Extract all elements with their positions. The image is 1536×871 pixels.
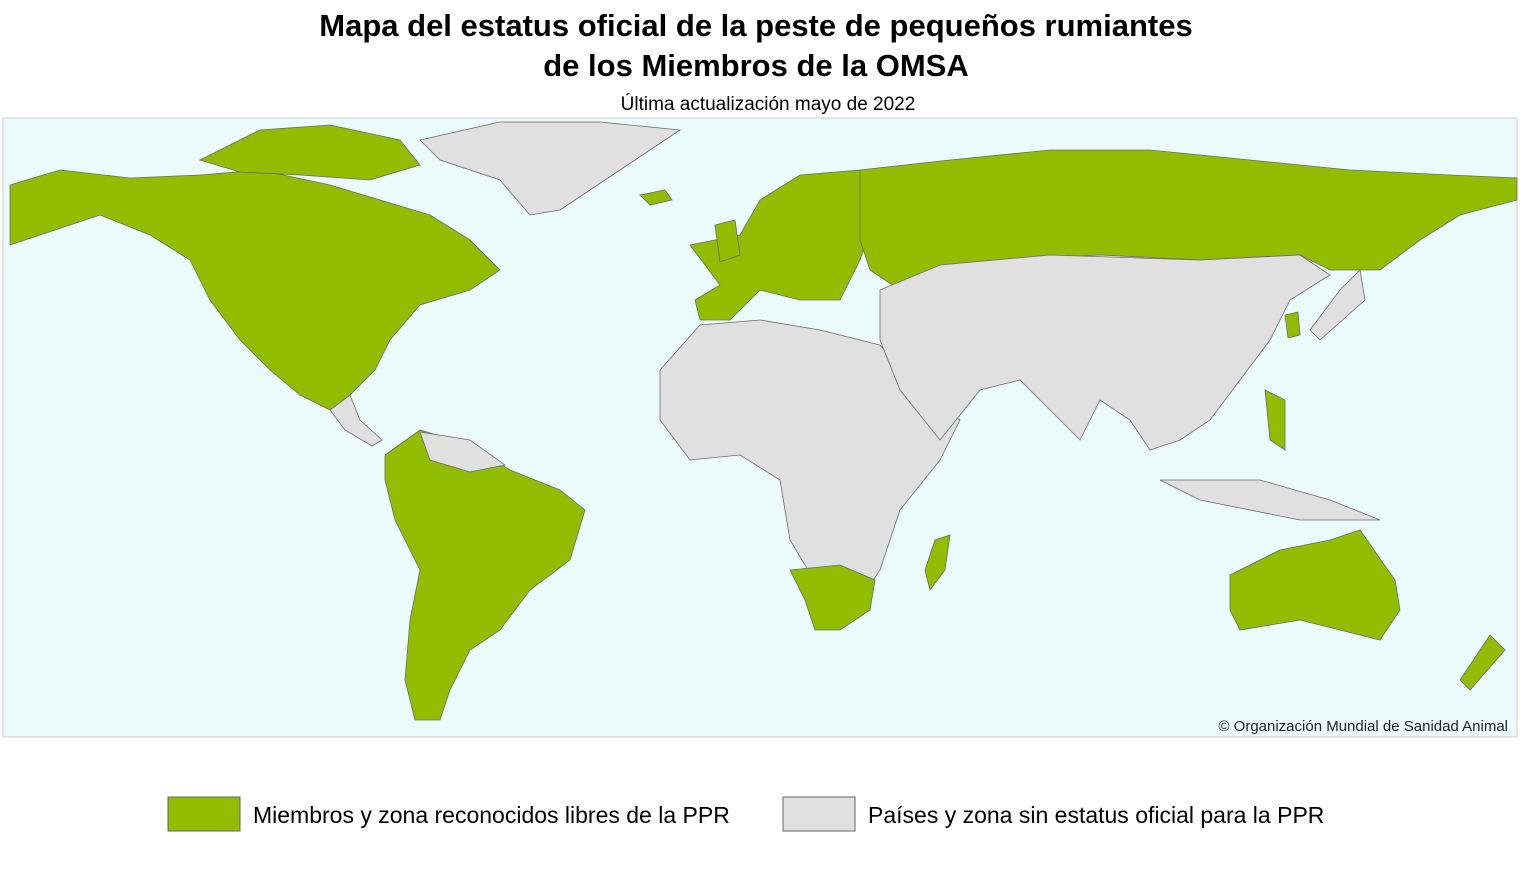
map: © Organización Mundial de Sanidad Animal xyxy=(2,117,1518,738)
asia xyxy=(879,254,1331,451)
legend-swatch xyxy=(167,796,241,832)
uk xyxy=(714,219,741,263)
copyright: © Organización Mundial de Sanidad Animal xyxy=(1218,718,1508,735)
title-line: de los Miembros de la OMSA xyxy=(543,48,968,83)
greenland xyxy=(419,121,682,216)
philippines xyxy=(1264,389,1286,451)
iceland xyxy=(639,189,673,206)
title-line: Mapa del estatus oficial de la peste de … xyxy=(319,8,1192,43)
korea xyxy=(1284,311,1301,339)
central-america xyxy=(329,394,383,447)
venezuela-guianas xyxy=(419,431,506,473)
southern-africa xyxy=(789,564,876,631)
madagascar xyxy=(924,534,951,591)
legend-label: Miembros y zona reconocidos libres de la… xyxy=(253,802,730,828)
southeast-asia-islands xyxy=(1159,479,1381,521)
europe xyxy=(689,169,871,321)
australia xyxy=(1229,529,1401,641)
japan xyxy=(1309,269,1366,341)
new-zealand xyxy=(1459,634,1506,691)
legend-label: Países y zona sin estatus oficial para l… xyxy=(868,802,1324,828)
africa xyxy=(659,319,961,601)
legend: Miembros y zona reconocidos libres de la… xyxy=(167,796,1324,832)
subtitle: Última actualización mayo de 2022 xyxy=(621,93,916,115)
south-america xyxy=(384,429,586,721)
legend-swatch xyxy=(782,796,856,832)
arctic-islands xyxy=(198,124,421,181)
